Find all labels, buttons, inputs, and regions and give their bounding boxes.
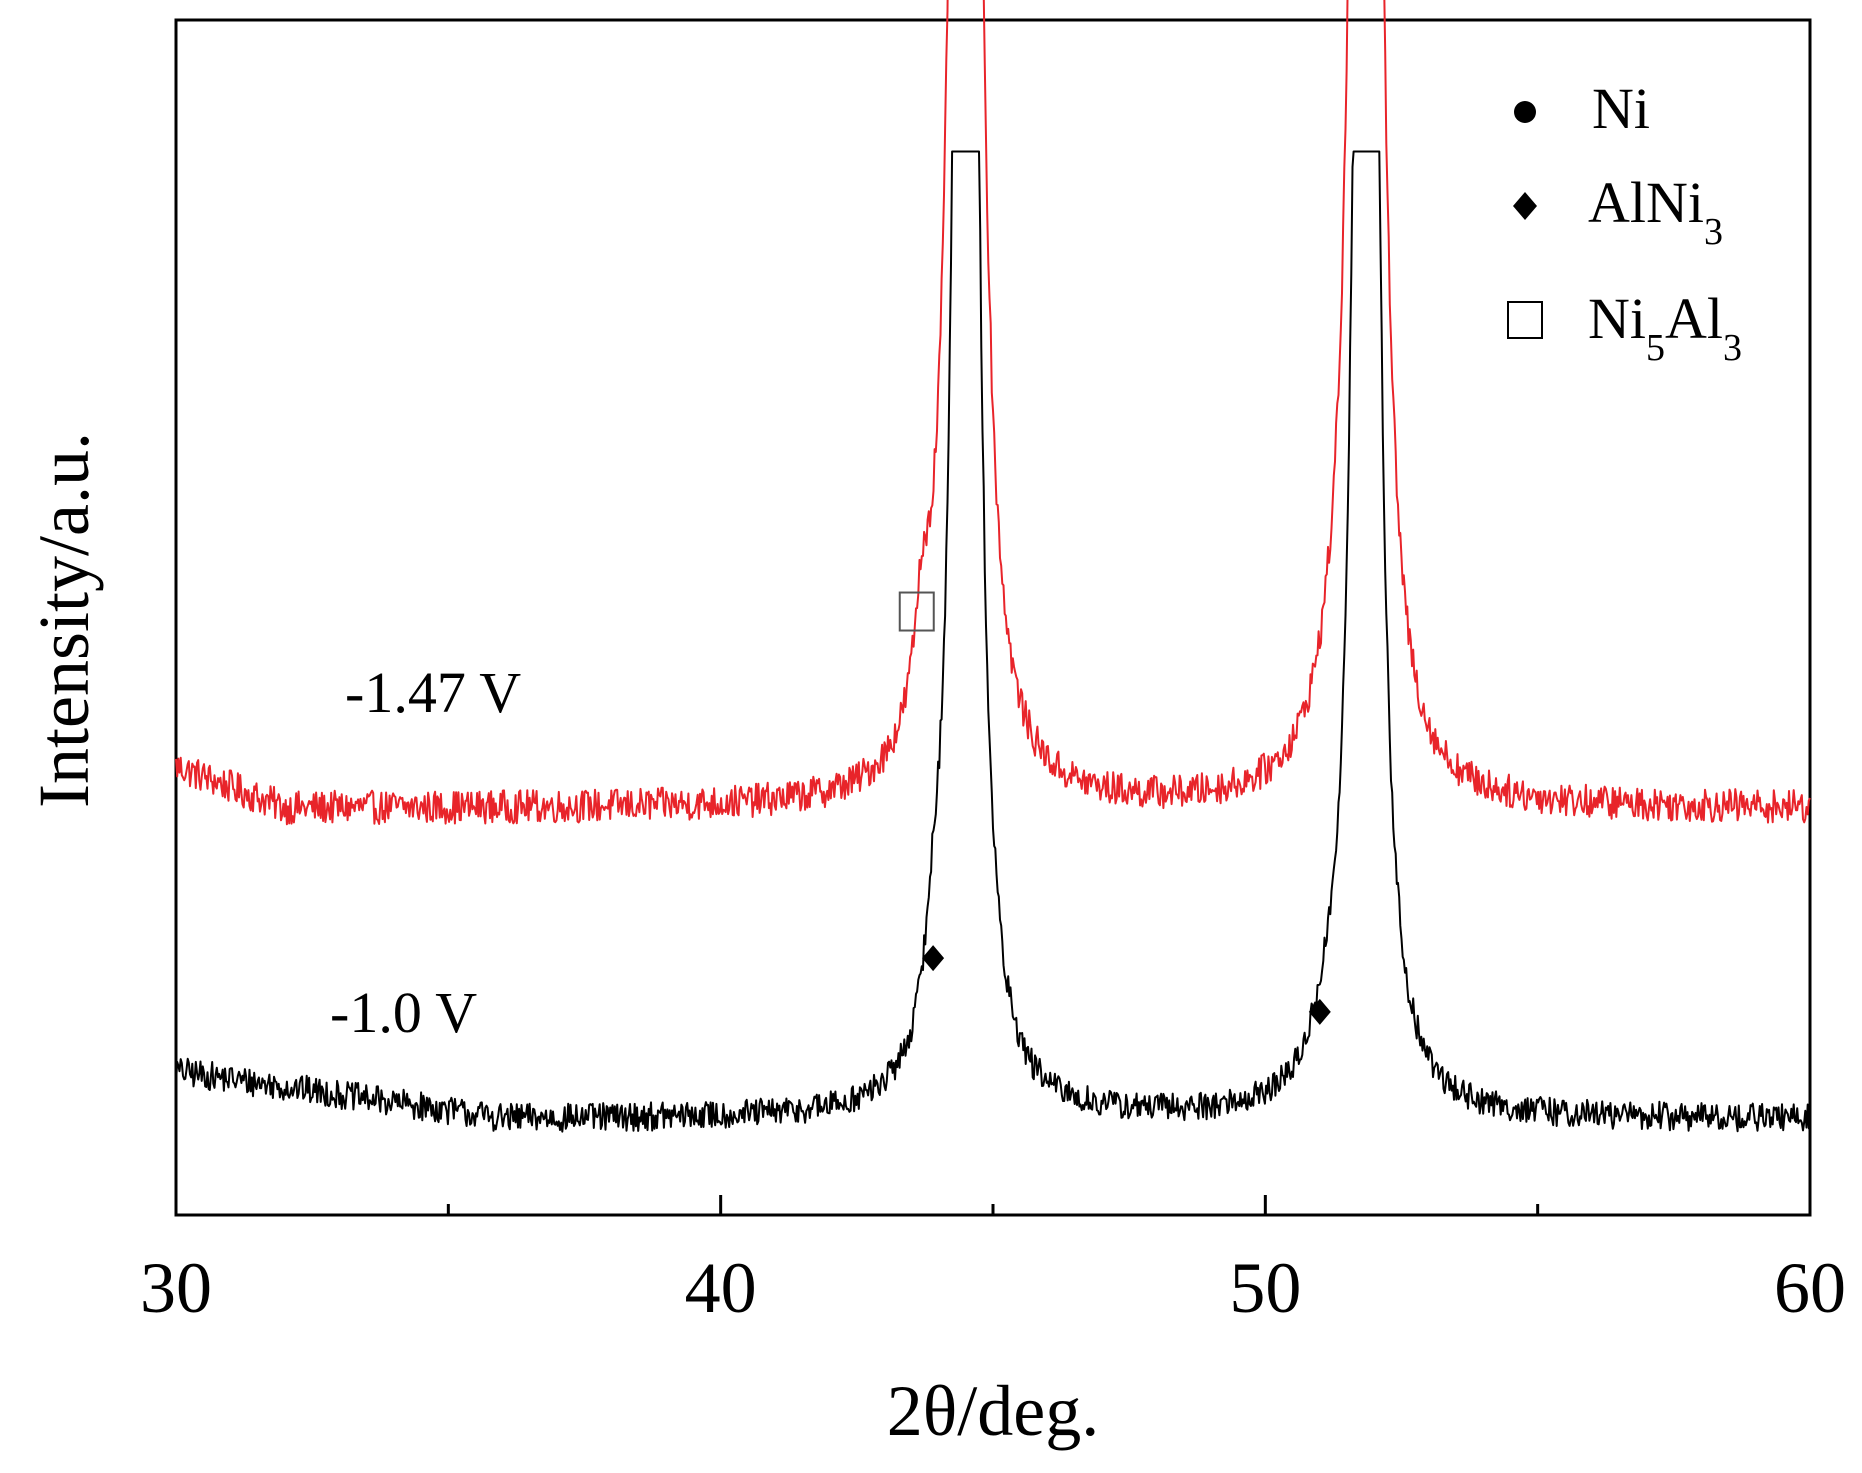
legend-label-alni3: AlNi3 xyxy=(1588,170,1723,253)
legend-label-ni5al3: Ni5Al3 xyxy=(1588,286,1742,369)
x-axis-title: 2θ/deg. xyxy=(887,1371,1099,1451)
x-tick-label-60: 60 xyxy=(1774,1248,1846,1328)
series-layer xyxy=(175,0,1811,1133)
legend: Ni AlNi3 Ni5Al3 xyxy=(1507,76,1742,369)
legend-ni5al3-square-icon xyxy=(1507,301,1543,339)
series-label-minus-1-0v: -1.0 V xyxy=(330,980,477,1045)
x-tick-label-40: 40 xyxy=(685,1248,757,1328)
x-tick-label-30: 30 xyxy=(140,1248,212,1328)
legend-alni3-diamond-icon xyxy=(1513,192,1537,220)
y-axis-title: Intensity/a.u. xyxy=(24,432,104,808)
marker-alni3-diamond-icon xyxy=(1308,998,1331,1025)
marker-ni5al3-square-icon xyxy=(898,591,935,632)
x-axis: 30 40 50 60 xyxy=(140,1195,1846,1328)
series-line-minus-1-47v xyxy=(175,0,1811,826)
x-tick-label-50: 50 xyxy=(1229,1248,1301,1328)
marker-layer xyxy=(898,591,1331,1025)
marker-alni3-diamond-icon xyxy=(922,945,945,972)
series-line-minus-1-0v xyxy=(175,150,1811,1133)
legend-ni-circle-icon xyxy=(1514,101,1536,123)
series-label-minus-1-47v: -1.47 V xyxy=(345,660,521,725)
legend-label-ni: Ni xyxy=(1592,76,1650,141)
